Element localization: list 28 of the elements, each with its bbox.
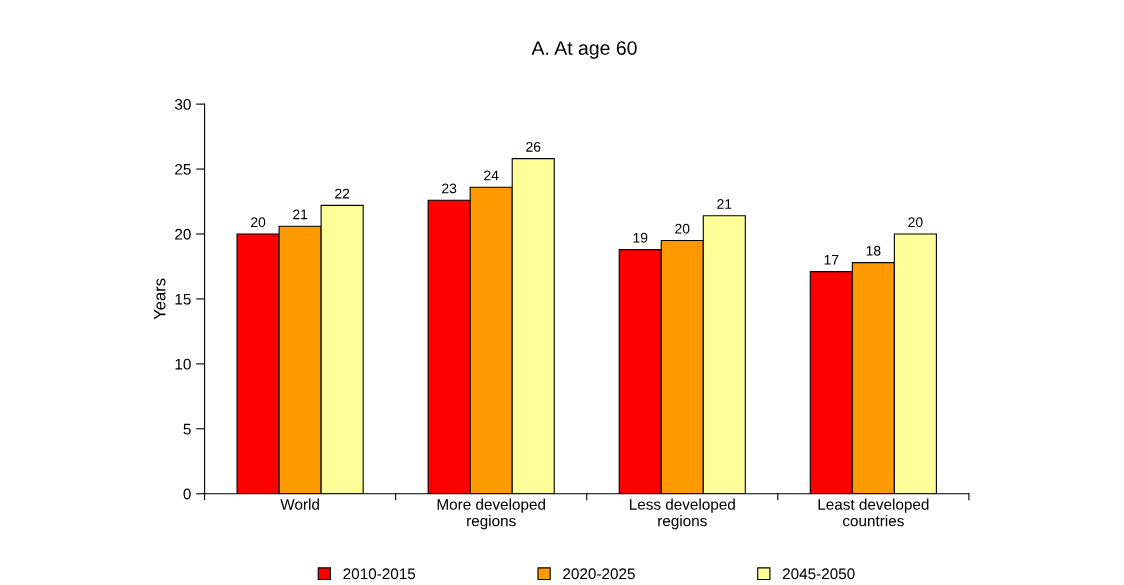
y-tick-label: 5 <box>183 423 191 435</box>
data-label: 19 <box>633 232 648 243</box>
data-label: 22 <box>335 188 350 199</box>
data-label: 20 <box>251 217 266 228</box>
y-tick-label: 15 <box>175 293 191 305</box>
legend-label: 2045-2050 <box>782 568 855 580</box>
chart-title: A. At age 60 <box>531 41 637 59</box>
x-tick-label: More developed regions <box>437 498 545 530</box>
x-tick-label: World <box>280 498 319 510</box>
data-label: 23 <box>442 183 457 194</box>
y-tick-label: 0 <box>183 488 191 500</box>
data-label: 18 <box>866 245 881 256</box>
y-tick-label: 20 <box>175 228 191 240</box>
x-tick-label: Less developed regions <box>630 498 735 530</box>
data-label: 21 <box>717 199 732 209</box>
x-tick-label: Least developed countries <box>818 498 929 527</box>
data-label: 20 <box>675 223 690 234</box>
legend-label: 2020-2025 <box>563 568 635 580</box>
data-label: 20 <box>908 217 923 228</box>
data-label: 21 <box>293 209 308 220</box>
data-label: 26 <box>526 141 541 152</box>
legend-label: 2010-2015 <box>343 568 416 580</box>
data-label: 17 <box>824 255 839 265</box>
y-axis-title: Years <box>153 278 166 320</box>
y-tick-label: 10 <box>175 358 191 370</box>
y-tick-label: 25 <box>175 163 191 175</box>
data-label: 24 <box>484 170 499 181</box>
y-tick-label: 30 <box>174 99 191 110</box>
